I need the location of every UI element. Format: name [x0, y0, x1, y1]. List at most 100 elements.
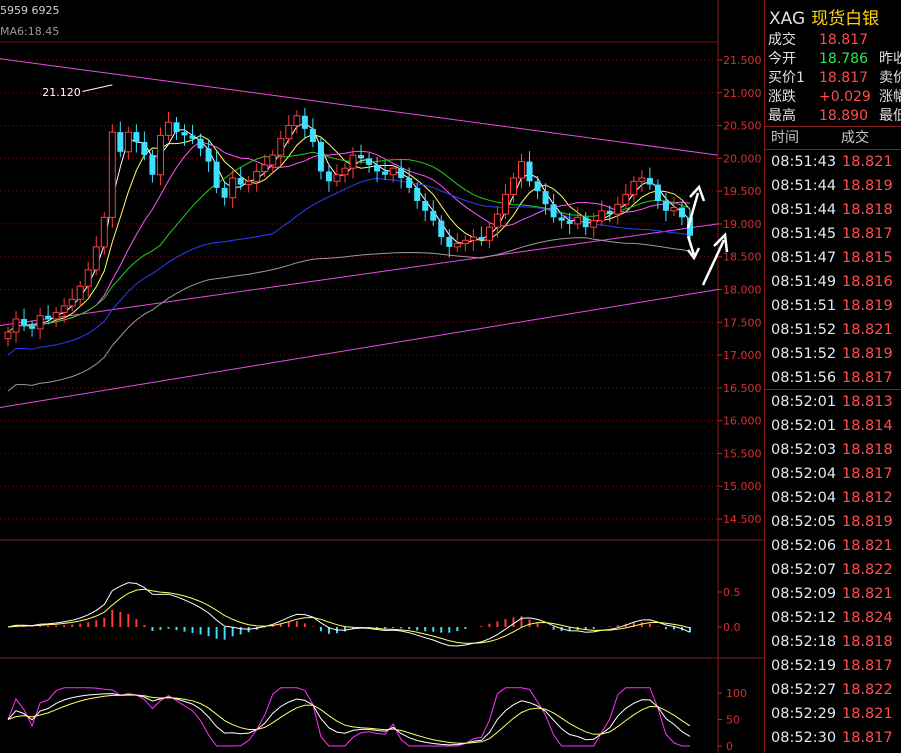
tick-row: 08:51:49 18.816 — [765, 270, 901, 294]
price-tick-label: 16.000 — [723, 415, 762, 428]
tick-row: 08:52:12 18.824 — [765, 606, 901, 630]
candle-down — [29, 325, 36, 329]
price-tick-label: 21.000 — [723, 87, 762, 100]
candle-down — [382, 171, 389, 175]
price-tick-label: 15.500 — [723, 447, 762, 460]
tick-price: 18.821 — [842, 154, 893, 170]
candle-up — [269, 154, 277, 166]
tick-row: 08:52:09 18.821 — [765, 582, 901, 606]
symbol-code: XAG — [769, 9, 806, 29]
price-tick-label: 20.000 — [723, 152, 762, 165]
macd-panel: 0.5 0.0 — [7, 582, 741, 647]
candle-up — [509, 177, 517, 195]
candle-up — [68, 298, 76, 307]
candle-up — [76, 285, 84, 300]
tick-price: 18.819 — [842, 178, 893, 194]
tick-row: 08:51:47 18.815 — [765, 246, 901, 270]
tick-row: 08:52:06 18.821 — [765, 534, 901, 558]
tick-table-header: 时间 成交 — [765, 126, 901, 150]
ma-line — [7, 141, 691, 333]
candle-down — [654, 184, 661, 201]
candle-up — [36, 315, 44, 330]
tick-time: 08:52:06 — [771, 538, 837, 554]
tick-time: 08:52:09 — [771, 586, 837, 602]
price-tick-label: 14.500 — [723, 513, 762, 526]
candle-down — [678, 207, 685, 218]
candle-up — [164, 121, 172, 136]
tick-list[interactable]: 08:51:43 18.821 08:51:44 18.819 08:51:44 18.8… — [765, 150, 901, 750]
tick-time: 08:51:44 — [771, 202, 837, 218]
candle-down — [526, 161, 533, 182]
tick-price: 18.821 — [842, 322, 893, 338]
tick-time: 08:51:51 — [771, 298, 837, 314]
price-tick-label: 15.000 — [723, 480, 762, 493]
tick-price: 18.821 — [842, 538, 893, 554]
quote-row: 最高 18.890 最低 — [765, 107, 901, 126]
candle-up — [52, 311, 60, 320]
price-tick-label: 16.500 — [723, 382, 762, 395]
tick-price: 18.816 — [842, 274, 893, 290]
macd-tick-label: 0.5 — [723, 586, 741, 599]
candle-down — [646, 178, 653, 185]
candle-up — [493, 213, 501, 228]
tick-row: 08:52:27 18.822 — [765, 678, 901, 702]
down-arrow — [686, 235, 696, 256]
high-price-label: 21.120 — [42, 86, 80, 99]
quote-row: 买价1 18.817 卖价 — [765, 69, 901, 88]
candle-up — [108, 131, 116, 218]
chart-grid — [0, 0, 764, 753]
candle-up — [60, 305, 68, 313]
quote-value: 18.786 — [819, 51, 868, 67]
tick-price: 18.818 — [842, 202, 893, 218]
tick-row: 08:52:29 18.821 — [765, 702, 901, 726]
quote-label: 涨跌 — [768, 89, 796, 105]
candle-up — [285, 125, 293, 140]
candle-down — [662, 200, 669, 211]
quote-row: 涨跌 +0.029 涨幅 — [765, 88, 901, 107]
quote-label-secondary: 昨收 — [879, 51, 901, 67]
candlesticks: 21.120 — [4, 84, 693, 347]
candle-up — [84, 269, 92, 287]
tick-row: 08:52:01 18.813 — [765, 390, 901, 414]
candle-down — [558, 217, 565, 221]
annotation-arrows — [686, 184, 729, 286]
tick-row: 08:52:05 18.819 — [765, 510, 901, 534]
candle-down — [606, 210, 613, 215]
tick-price: 18.819 — [842, 514, 893, 530]
candle-down — [582, 217, 589, 228]
tick-price: 18.819 — [842, 346, 893, 362]
kdj-panel: 100 50 0 — [7, 687, 747, 753]
candle-down — [422, 200, 429, 211]
tick-price: 18.824 — [842, 610, 893, 626]
tick-price: 18.822 — [842, 562, 893, 578]
tick-row: 08:51:51 18.819 — [765, 294, 901, 318]
tick-time: 08:52:07 — [771, 562, 837, 578]
candle-up — [485, 226, 493, 241]
candle-down — [687, 217, 693, 236]
candle-up — [100, 216, 108, 248]
trend-lines — [0, 58, 719, 409]
candle-up — [253, 170, 261, 182]
candle-up — [261, 164, 269, 172]
tick-time: 08:52:19 — [771, 658, 837, 674]
price-tick-label: 21.500 — [723, 54, 762, 67]
down-arrow-head — [687, 247, 701, 261]
candle-up — [4, 331, 12, 340]
candle-down — [414, 187, 421, 201]
up-arrow-head — [689, 184, 706, 202]
price-chart-area[interactable]: 21.120 21.500 21.000 20.500 20.000 19.500 19.… — [0, 0, 764, 753]
quote-label-secondary: 涨幅 — [879, 89, 901, 105]
kdj-k-line — [7, 693, 691, 746]
quote-summary: 成交 18.817 今开 18.786 昨收 买价1 18.817 卖价 涨跌 +0.029 涨幅最… — [765, 31, 901, 126]
tick-price: 18.813 — [842, 394, 893, 410]
tick-row: 08:52:03 18.818 — [765, 438, 901, 462]
kdj-tick-label: 0 — [726, 740, 733, 753]
tick-price: 18.817 — [842, 226, 893, 242]
price-tick-label: 17.500 — [723, 316, 762, 329]
tick-time: 08:52:27 — [771, 682, 837, 698]
candle-down — [550, 204, 557, 218]
candle-up — [598, 210, 606, 222]
kdj-j-line — [7, 687, 690, 747]
tick-time: 08:52:04 — [771, 466, 837, 482]
price-tick-label: 18.000 — [723, 284, 762, 297]
